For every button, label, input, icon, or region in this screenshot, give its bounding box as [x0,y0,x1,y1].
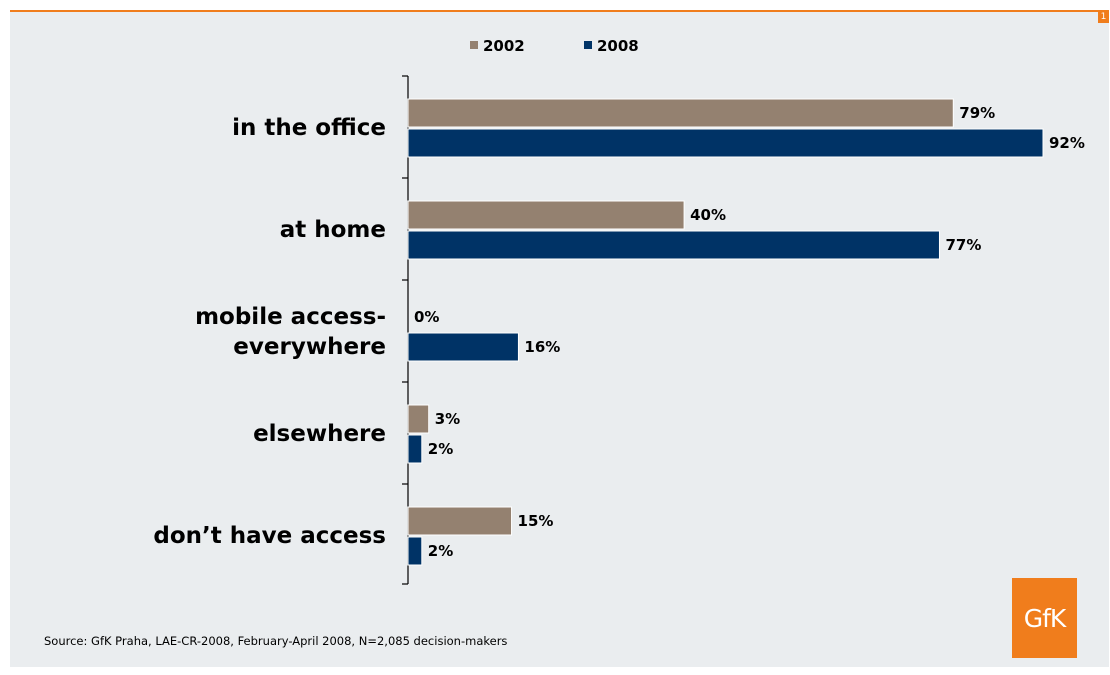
bar-2008 [407,434,423,464]
labels: in the office 79% 92% at home 40% 77% mobile a… [153,104,1085,560]
legend: 2002 2008 [470,37,639,55]
bar-2002 [407,98,954,128]
category-label: elsewhere [253,421,386,447]
value-label: 2% [428,440,453,458]
category-label: mobile access- [195,304,386,330]
value-label: 40% [690,206,726,224]
bar-2008 [407,230,940,260]
value-label: 2% [428,542,453,560]
bar-2002 [407,200,685,230]
gfk-logo: GfK [1012,578,1077,658]
category-label: don’t have access [153,523,386,549]
value-label: 16% [524,338,560,356]
legend-label-2008: 2008 [597,37,639,55]
legend-swatch-2002 [470,41,478,49]
bars [407,98,1044,566]
bar-2002 [407,404,430,434]
category-label: at home [280,217,386,243]
legend-label-2002: 2002 [483,37,525,55]
bar-2008 [407,128,1044,158]
value-label: 0% [414,308,439,326]
legend-swatch-2008 [584,41,592,49]
value-label: 79% [959,104,995,122]
bar-2008 [407,332,519,362]
bar-2008 [407,536,423,566]
value-label: 77% [945,236,981,254]
source-note: Source: GfK Praha, LAE-CR-2008, February… [44,634,508,648]
value-label: 92% [1049,134,1085,152]
category-axis [402,75,409,585]
bar-2002 [407,506,513,536]
value-label: 3% [435,410,460,428]
category-label: in the office [232,115,386,141]
category-label: everywhere [233,334,386,360]
value-label: 15% [518,512,554,530]
page-number: 1 [1098,12,1109,23]
